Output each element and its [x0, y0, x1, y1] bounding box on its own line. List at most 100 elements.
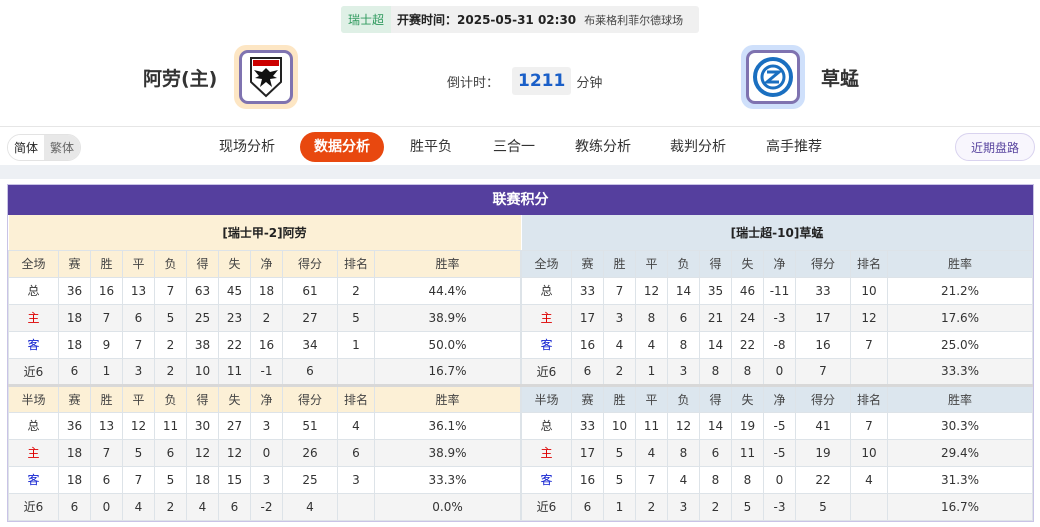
- stat-cell: 11: [635, 411, 668, 440]
- stat-cell: 44.4%: [374, 276, 521, 305]
- stat-cell: 3: [667, 492, 700, 521]
- stat-cell: 7: [795, 357, 851, 386]
- table-row: 近6 6 1 2 3 2 5 -3 5 16.7%: [521, 492, 1033, 521]
- stat-cell: 22: [218, 330, 251, 359]
- stat-cell: 6: [571, 492, 604, 521]
- stat-cell: 33.3%: [887, 357, 1033, 386]
- tab-coach-analysis[interactable]: 教练分析: [575, 139, 631, 155]
- column-header: 排名: [850, 383, 888, 413]
- column-header: 净: [763, 249, 796, 278]
- stat-cell: 2: [699, 492, 732, 521]
- stat-cell: 17: [571, 303, 604, 332]
- stat-cell: 5: [337, 303, 375, 332]
- stat-cell: 7: [90, 438, 123, 467]
- home-team-logo[interactable]: [234, 45, 299, 109]
- table-row: 主 18 7 6 5 25 23 2 27 5 38.9%: [8, 303, 521, 332]
- stat-cell: 19: [731, 411, 764, 440]
- stat-cell: 2: [337, 276, 375, 305]
- tab-live-analysis[interactable]: 现场分析: [219, 139, 275, 155]
- stat-cell: 30.3%: [887, 411, 1033, 440]
- stat-cell: 12: [122, 411, 155, 440]
- stat-cell: 2: [635, 492, 668, 521]
- stat-cell: 19: [795, 438, 851, 467]
- column-header: 赛: [58, 249, 91, 278]
- stat-cell: 31.3%: [887, 465, 1033, 494]
- column-header: 胜率: [374, 383, 521, 413]
- table-row: 客 16 5 7 4 8 8 0 22 4 31.3%: [521, 465, 1033, 494]
- language-toggle[interactable]: 简体 繁体: [7, 134, 82, 161]
- stat-cell: 7: [850, 411, 888, 440]
- stat-cell: 22: [795, 465, 851, 494]
- countdown: 倒计时： 1211 分钟: [447, 67, 602, 95]
- standings-title: 联赛积分: [8, 185, 1033, 215]
- stat-cell: 3: [250, 411, 283, 440]
- stat-cell: 8: [699, 465, 732, 494]
- stat-cell: 13: [90, 411, 123, 440]
- stat-cell: 12: [850, 303, 888, 332]
- venue: 布莱格利菲尔德球场: [584, 13, 684, 27]
- column-header: 胜: [90, 249, 123, 278]
- kickoff-time: 开赛时间：2025-05-31 02:30: [397, 13, 577, 27]
- lang-simplified[interactable]: 简体: [8, 135, 45, 160]
- countdown-value: 1211: [512, 67, 572, 95]
- stat-cell: 63: [186, 276, 219, 305]
- lang-traditional[interactable]: 繁体: [44, 135, 81, 160]
- stat-cell: 1: [635, 357, 668, 386]
- stat-cell: 25.0%: [887, 330, 1033, 359]
- row-label: 客: [521, 465, 572, 494]
- column-header: 得分: [795, 249, 851, 278]
- stat-cell: 10: [186, 357, 219, 386]
- column-header: 胜率: [887, 249, 1033, 278]
- section-header: 全场: [8, 249, 59, 278]
- stat-cell: 17: [571, 438, 604, 467]
- stat-cell: 6: [58, 492, 91, 521]
- stat-cell: 8: [731, 465, 764, 494]
- stat-cell: [337, 492, 375, 521]
- stat-cell: 4: [850, 465, 888, 494]
- section-header: 全场: [521, 249, 572, 278]
- stat-cell: -1: [250, 357, 283, 386]
- tab-three-in-one[interactable]: 三合一: [493, 139, 535, 155]
- column-header: 失: [218, 249, 251, 278]
- tab-expert-picks[interactable]: 高手推荐: [766, 139, 822, 155]
- recent-odds-button[interactable]: 近期盘路: [955, 133, 1035, 161]
- stat-cell: 2: [154, 492, 187, 521]
- stat-cell: -11: [763, 276, 796, 305]
- table-row: 总 33 10 11 12 14 19 -5 41 7 30.3%: [521, 411, 1033, 440]
- tab-data-analysis[interactable]: 数据分析: [300, 132, 384, 162]
- stat-cell: 36: [58, 276, 91, 305]
- countdown-unit: 分钟: [576, 75, 603, 91]
- eagle-crest-icon: [250, 57, 283, 98]
- stat-cell: 8: [667, 330, 700, 359]
- analysis-nav: 现场分析 数据分析 胜平负 三合一 教练分析 裁判分析 高手推荐: [0, 132, 1040, 162]
- stat-cell: 35: [699, 276, 732, 305]
- match-info-bar: 瑞士超 开赛时间：2025-05-31 02:30 布莱格利菲尔德球场: [341, 6, 699, 33]
- stat-cell: 36: [58, 411, 91, 440]
- stat-cell: 36.1%: [374, 411, 521, 440]
- stat-cell: 5: [603, 465, 636, 494]
- column-header: 赛: [58, 383, 91, 413]
- stat-cell: 2: [154, 330, 187, 359]
- stat-cell: 10: [603, 411, 636, 440]
- stat-cell: 29.4%: [887, 438, 1033, 467]
- divider: [0, 126, 1040, 127]
- stat-cell: 11: [218, 357, 251, 386]
- away-team-logo[interactable]: [741, 45, 805, 109]
- stat-cell: 4: [667, 465, 700, 494]
- stat-cell: -2: [250, 492, 283, 521]
- stat-cell: 0: [250, 438, 283, 467]
- tab-1x2[interactable]: 胜平负: [410, 139, 452, 155]
- stat-cell: -3: [763, 492, 796, 521]
- column-header: 胜: [90, 383, 123, 413]
- stat-cell: 16: [250, 330, 283, 359]
- stat-cell: 25: [282, 465, 338, 494]
- stat-cell: 38: [186, 330, 219, 359]
- stat-cell: -3: [763, 303, 796, 332]
- stat-cell: 18: [250, 276, 283, 305]
- stat-cell: 12: [186, 438, 219, 467]
- away-team-name: 草蜢: [821, 67, 860, 90]
- league-badge[interactable]: 瑞士超: [341, 6, 392, 33]
- countdown-label: 倒计时：: [447, 75, 500, 91]
- column-header: 胜: [603, 249, 636, 278]
- tab-referee-analysis[interactable]: 裁判分析: [670, 139, 726, 155]
